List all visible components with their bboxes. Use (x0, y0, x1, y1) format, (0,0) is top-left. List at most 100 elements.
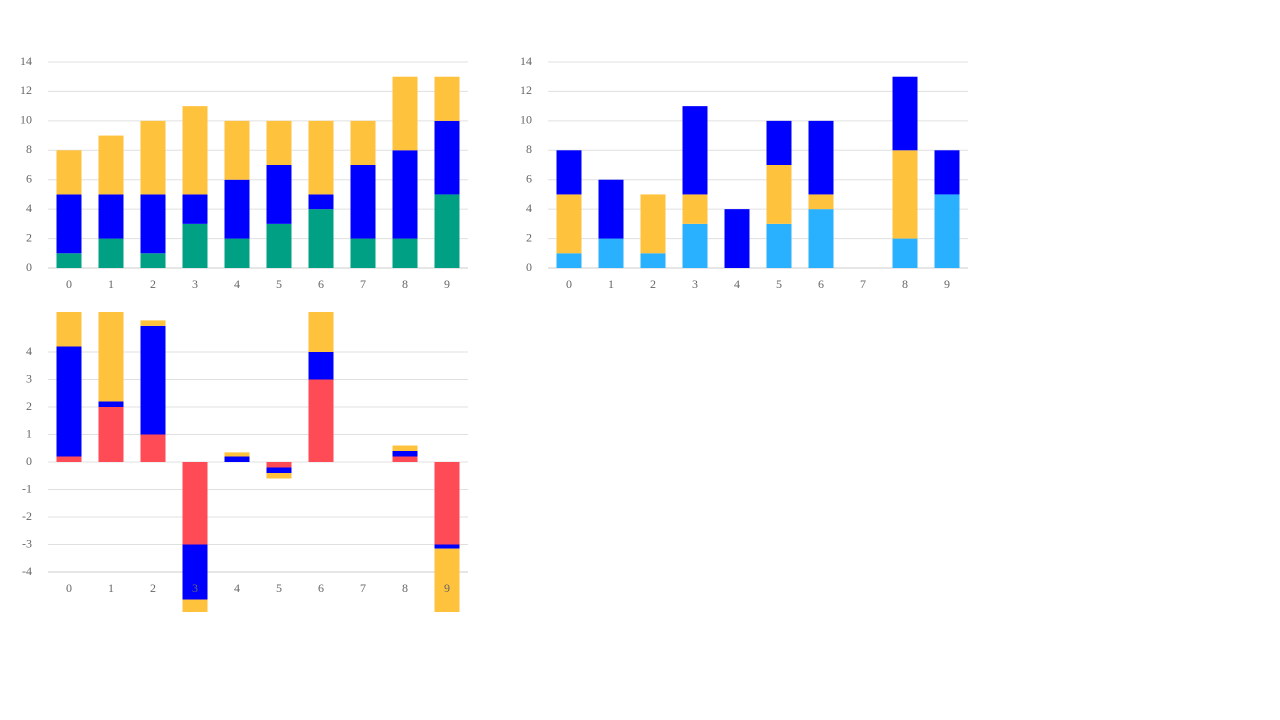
bar-segment (808, 209, 834, 268)
bar-segment (56, 253, 82, 268)
bar-segment (308, 312, 334, 352)
bar-segment (266, 467, 292, 473)
y-tick-label: 14 (20, 54, 32, 68)
bar-segment (182, 223, 208, 268)
bar-segment (56, 346, 82, 457)
bar-segment (434, 76, 460, 121)
bars (556, 76, 960, 268)
bar-segment (140, 120, 166, 195)
bar-segment (350, 120, 376, 165)
x-tick-label: 0 (566, 277, 572, 291)
bar-segment (224, 452, 250, 457)
bar-segment (392, 456, 418, 462)
bar-segment (182, 462, 208, 545)
x-tick-label: 1 (108, 581, 114, 595)
y-tick-label: 8 (26, 142, 32, 156)
y-tick-label: -3 (22, 536, 32, 550)
x-tick-label: 1 (608, 277, 614, 291)
x-tick-label: 8 (402, 277, 408, 291)
bar-segment (140, 320, 166, 326)
x-tick-label: 3 (192, 581, 198, 595)
y-tick-label: -4 (22, 564, 32, 578)
bar-segment (350, 165, 376, 239)
y-tick-label: 4 (26, 201, 32, 215)
x-tick-label: 9 (444, 277, 450, 291)
bar-segment (766, 165, 792, 224)
bar-segment (266, 473, 292, 479)
bar-segment (434, 548, 460, 612)
x-tick-label: 2 (150, 581, 156, 595)
bar-segment (598, 179, 624, 239)
bar-segment (224, 456, 250, 462)
y-tick-label: 2 (526, 230, 532, 244)
bar-segment (308, 194, 334, 210)
x-tick-label: 7 (360, 277, 366, 291)
y-tick-label: 8 (526, 142, 532, 156)
bar-segment (598, 238, 624, 268)
bar-segment (224, 120, 250, 180)
x-tick-label: 9 (944, 277, 950, 291)
bar-segment (434, 462, 460, 545)
y-tick-label: 2 (26, 399, 32, 413)
x-tick-label: 5 (276, 581, 282, 595)
bar-segment (182, 106, 208, 195)
bar-segment (556, 150, 582, 195)
bar-segment (392, 445, 418, 451)
bar-segment (98, 238, 124, 268)
bar-segment (98, 407, 124, 462)
y-tick-label: 12 (20, 83, 32, 97)
x-tick-label: 2 (650, 277, 656, 291)
x-tick-label: 2 (150, 277, 156, 291)
y-tick-label: 0 (526, 260, 532, 274)
bar-segment (98, 135, 124, 195)
bar-segment (266, 165, 292, 224)
bar-segment (266, 120, 292, 165)
x-tick-label: 0 (66, 581, 72, 595)
bar-segment (392, 451, 418, 457)
bar-segment (556, 253, 582, 268)
x-tick-label: 0 (66, 277, 72, 291)
bar-segment (434, 194, 460, 268)
bar-segment (808, 194, 834, 210)
x-tick-label: 4 (234, 277, 240, 291)
bar-segment (308, 352, 334, 380)
bar-segment (182, 544, 208, 600)
x-tick-label: 7 (860, 277, 866, 291)
bar-segment (56, 150, 82, 195)
bars (56, 312, 460, 612)
y-tick-label: 10 (520, 113, 532, 127)
x-tick-label: 1 (108, 277, 114, 291)
y-tick-label: 0 (26, 454, 32, 468)
y-tick-label: 3 (26, 371, 32, 385)
x-tick-label: 9 (444, 581, 450, 595)
bar-segment (434, 544, 460, 549)
y-tick-label: 4 (26, 344, 32, 358)
bar-segment (140, 194, 166, 254)
bar-segment (140, 434, 166, 462)
bar-segment (682, 194, 708, 224)
bar-segment (640, 194, 666, 254)
x-tick-label: 7 (360, 581, 366, 595)
x-tick-label: 6 (318, 581, 324, 595)
x-tick-label: 8 (902, 277, 908, 291)
bar-segment (266, 462, 292, 468)
bar-segment (350, 238, 376, 268)
bar-segment (182, 194, 208, 224)
bar-segment (766, 223, 792, 268)
bar-segment (724, 209, 750, 268)
bar-segment (98, 312, 124, 402)
y-tick-label: 6 (526, 171, 532, 185)
bar-segment (892, 150, 918, 239)
x-tick-label: 4 (734, 277, 740, 291)
bar-segment (98, 194, 124, 239)
bar-segment (682, 106, 708, 195)
bar-segment (56, 456, 82, 462)
bar-segment (140, 325, 166, 435)
x-tick-label: 8 (402, 581, 408, 595)
x-tick-label: 6 (818, 277, 824, 291)
y-tick-label: -1 (22, 481, 32, 495)
bar-segment (224, 179, 250, 239)
bar-segment (766, 120, 792, 165)
bar-segment (434, 120, 460, 195)
bar-segment (682, 223, 708, 268)
